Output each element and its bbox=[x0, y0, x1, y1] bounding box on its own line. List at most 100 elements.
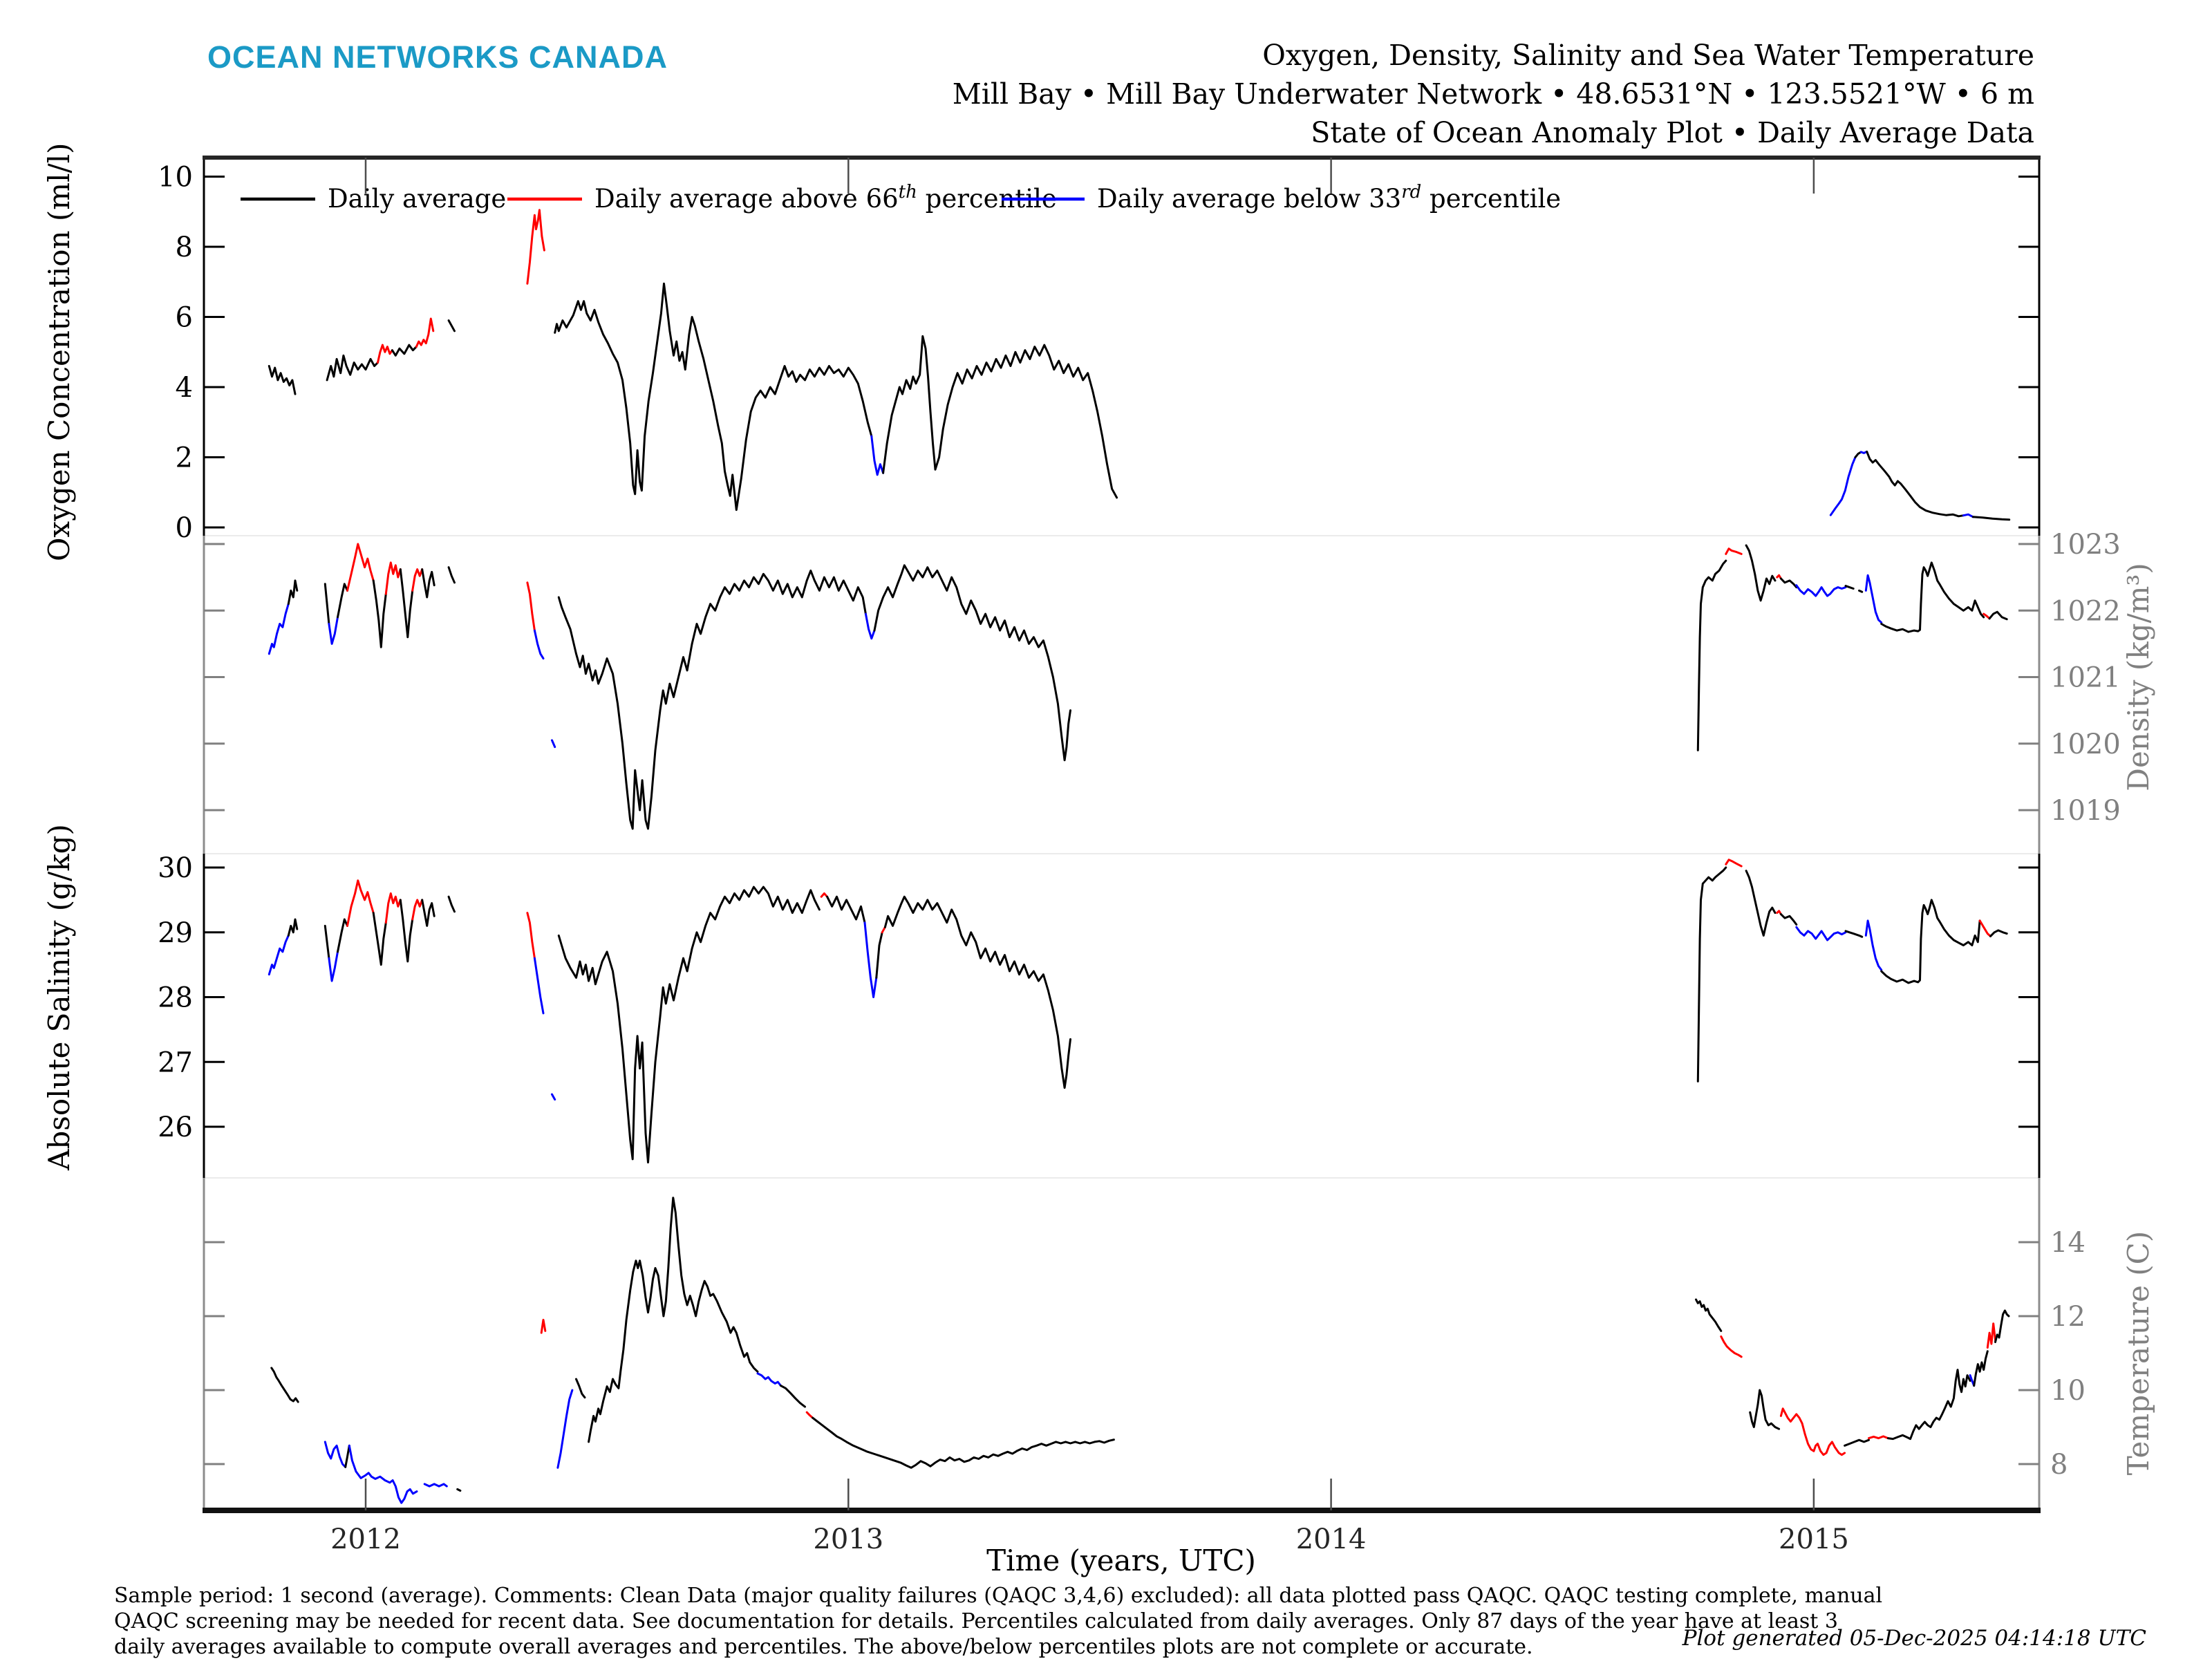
density-series-blue bbox=[1864, 574, 1883, 624]
salinity-tick-label: 28 bbox=[158, 982, 193, 1014]
title-line-1: Oxygen, Density, Salinity and Sea Water … bbox=[1262, 39, 2034, 72]
oxygen-series-black bbox=[326, 354, 379, 382]
density-series-black bbox=[557, 570, 867, 830]
density-series-red bbox=[346, 543, 375, 592]
temperature-series-black bbox=[588, 1197, 759, 1443]
temperature-series-black bbox=[1994, 1309, 2010, 1343]
ocean-networks-canada-logo: OCEAN NETWORKS CANADA bbox=[207, 39, 668, 75]
density-series-red bbox=[526, 581, 536, 632]
legend-label-black: Daily average bbox=[328, 184, 506, 214]
salinity-series-blue bbox=[533, 957, 545, 1015]
density-series-red bbox=[411, 568, 424, 592]
temperature-tick-label: 8 bbox=[2050, 1449, 2068, 1481]
x-axis-label: Time (years, UTC) bbox=[986, 1544, 1256, 1577]
salinity-series-red bbox=[346, 879, 375, 927]
salinity-series-blue bbox=[863, 921, 878, 998]
oxygen-tick-label: 6 bbox=[176, 302, 193, 334]
density-tick-label: 1019 bbox=[2050, 795, 2121, 827]
density-series-red bbox=[1776, 574, 1782, 580]
salinity-series-red bbox=[526, 912, 536, 959]
title-line-2: Mill Bay • Mill Bay Underwater Network •… bbox=[952, 77, 2034, 111]
oxygen-series-blue bbox=[870, 435, 885, 476]
legend-label-blue: Daily average below 33rd percentile bbox=[1097, 182, 1561, 214]
salinity-series-blue bbox=[551, 1093, 556, 1101]
temperature-series-blue bbox=[756, 1372, 782, 1387]
density-tick-label: 1022 bbox=[2050, 595, 2121, 627]
salinity-series-red bbox=[1978, 919, 1991, 937]
oxygen-series-black bbox=[268, 365, 297, 395]
plot-title-block: Oxygen, Density, Salinity and Sea Water … bbox=[953, 36, 2034, 152]
density-tick-label: 1020 bbox=[2050, 729, 2121, 760]
density-series-black bbox=[287, 579, 299, 606]
temperature-series-red bbox=[805, 1411, 814, 1419]
salinity-series-black bbox=[372, 912, 387, 966]
salinity-series-black bbox=[337, 918, 348, 953]
oxygen-series-black bbox=[1866, 450, 1965, 518]
plot-generated-note: Plot generated 05-Dec-2025 04:14:18 UTC bbox=[1682, 1626, 2146, 1651]
density-series-black bbox=[1988, 610, 2008, 621]
salinity-series-black bbox=[447, 895, 456, 913]
salinity-tick-label: 29 bbox=[158, 917, 193, 949]
x-tick-label: 2015 bbox=[1779, 1524, 1849, 1555]
oxygen-series-black bbox=[882, 335, 1118, 499]
footer-comments: Sample period: 1 second (average). Comme… bbox=[114, 1583, 1882, 1659]
density-series-red bbox=[1725, 547, 1743, 555]
temperature-tick-label: 10 bbox=[2050, 1375, 2086, 1407]
temperature-series-red bbox=[1986, 1322, 1996, 1349]
temperature-series-blue bbox=[348, 1444, 418, 1504]
density-tick-label: 1023 bbox=[2050, 529, 2121, 561]
density-series-black bbox=[421, 568, 435, 599]
temperature-series-red bbox=[540, 1318, 547, 1334]
density-series-black bbox=[372, 579, 387, 648]
salinity-series-red bbox=[820, 892, 829, 898]
title-line-3: State of Ocean Anomaly Plot • Daily Aver… bbox=[1311, 116, 2034, 149]
oxygen-series-blue bbox=[1829, 456, 1857, 516]
temperature-series-red bbox=[1720, 1335, 1743, 1358]
temperature-series-red bbox=[1868, 1435, 1889, 1440]
salinity-tick-label: 30 bbox=[158, 852, 193, 884]
density-series-black bbox=[1844, 585, 1855, 590]
salinity-series-black bbox=[287, 918, 299, 937]
density-series-black bbox=[1745, 544, 1777, 602]
oxygen-tick-label: 4 bbox=[176, 372, 193, 404]
salinity-axis-label: Absolute Salinity (g/kg) bbox=[42, 824, 76, 1171]
density-axis-label: Density (kg/m³) bbox=[2121, 563, 2155, 791]
legend-label-red: Daily average above 66th percentile bbox=[594, 182, 1057, 214]
oxygen-series-blue bbox=[1962, 513, 1974, 518]
temperature-series-black bbox=[456, 1488, 462, 1492]
salinity-tick-label: 26 bbox=[158, 1112, 193, 1143]
footer-line-2: QAQC screening may be needed for recent … bbox=[114, 1609, 1838, 1633]
oxygen-series-black bbox=[1854, 451, 1862, 458]
salinity-series-red bbox=[384, 892, 402, 924]
salinity-tick-label: 27 bbox=[158, 1047, 193, 1078]
x-tick-label: 2014 bbox=[1296, 1524, 1367, 1555]
density-tick-label: 1021 bbox=[2050, 662, 2121, 694]
oxygen-tick-label: 2 bbox=[176, 442, 193, 474]
oxygen-series-black bbox=[554, 282, 873, 512]
salinity-series-black bbox=[1989, 929, 2008, 937]
salinity-series-black bbox=[1745, 870, 1777, 937]
density-series-black bbox=[399, 568, 414, 639]
temperature-series-black bbox=[812, 1416, 1115, 1469]
temperature-tick-label: 12 bbox=[2050, 1301, 2086, 1333]
salinity-series-blue bbox=[1795, 926, 1847, 941]
temperature-series-black bbox=[1886, 1369, 1971, 1441]
temperature-series-red bbox=[1779, 1407, 1846, 1456]
temperature-series-black bbox=[270, 1367, 299, 1403]
salinity-series-blue bbox=[328, 950, 339, 982]
oxygen-series-red bbox=[377, 344, 393, 364]
temperature-series-black bbox=[1973, 1350, 1989, 1387]
oxygen-series-red bbox=[415, 317, 435, 348]
temperature-series-black bbox=[1695, 1298, 1723, 1332]
density-series-red bbox=[1983, 612, 1991, 620]
oxygen-axis-label: Oxygen Concentration (ml/l) bbox=[42, 143, 76, 562]
salinity-series-black bbox=[1779, 913, 1798, 926]
density-series-black bbox=[1880, 561, 1985, 633]
x-tick-label: 2013 bbox=[813, 1524, 883, 1555]
oxygen-series-black bbox=[391, 344, 418, 357]
oxygen-series-red bbox=[526, 209, 545, 285]
salinity-series-black bbox=[421, 899, 435, 927]
temperature-series-blue bbox=[324, 1441, 347, 1468]
density-series-black bbox=[1858, 589, 1864, 593]
